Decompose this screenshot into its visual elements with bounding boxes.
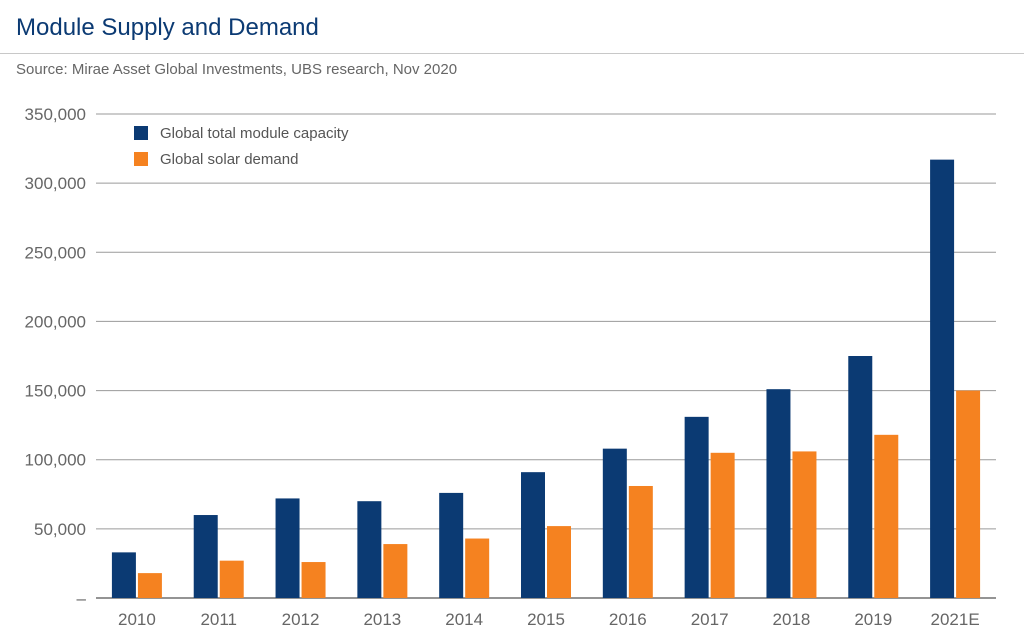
bar-capacity (848, 356, 873, 598)
x-tick-label: 2021E (931, 610, 980, 629)
bar-capacity (439, 492, 464, 598)
chart-source: Source: Mirae Asset Global Investments, … (16, 61, 458, 78)
x-tick-label: 2017 (691, 610, 729, 629)
y-tick-label: 200,000 (25, 312, 86, 331)
title-divider (0, 53, 1024, 54)
bar-capacity (766, 389, 791, 598)
chart-title: Module Supply and Demand (16, 14, 319, 41)
bars (111, 159, 981, 599)
bar-demand (547, 526, 571, 598)
legend: Global total module capacity Global solar… (134, 125, 349, 168)
legend-label: Global solar demand (160, 151, 298, 168)
x-tick-label: 2015 (527, 610, 565, 629)
bar-demand (710, 452, 735, 598)
bar-capacity (521, 472, 545, 598)
y-tick-label: – (77, 589, 87, 608)
y-tick-label: 300,000 (25, 174, 86, 193)
y-tick-label: 50,000 (34, 520, 86, 539)
x-tick-label: 2018 (773, 610, 811, 629)
x-tick-label: 2011 (200, 610, 237, 629)
bar-demand (219, 560, 244, 598)
bar-demand (465, 538, 490, 598)
x-tick-label: 2014 (445, 610, 483, 629)
legend-label: Global total module capacity (160, 125, 349, 142)
bar-demand (956, 390, 981, 598)
bar-capacity (111, 552, 136, 598)
x-tick-label: 2019 (854, 610, 892, 629)
grid-lines (96, 113, 996, 599)
bar-demand (301, 562, 326, 598)
legend-swatch (134, 152, 148, 166)
bar-demand (628, 485, 653, 598)
x-tick-label: 2016 (609, 610, 647, 629)
y-tick-label: 250,000 (25, 243, 86, 262)
x-tick-label: 2012 (282, 610, 320, 629)
y-tick-label: 350,000 (25, 105, 86, 124)
bar-capacity (930, 159, 955, 599)
x-tick-label: 2013 (363, 610, 401, 629)
bar-capacity (684, 416, 709, 598)
bar-demand (383, 544, 408, 598)
x-tick-label: 2010 (118, 610, 156, 629)
y-axis-tick-labels: – 50,000 100,000 150,000 200,000 250,000 300,0… (25, 105, 87, 608)
bar-demand (792, 451, 817, 598)
bar-demand (874, 434, 899, 598)
y-tick-label: 150,000 (25, 382, 86, 401)
bar-demand (137, 573, 162, 598)
x-axis-tick-labels: 2010 2011 2012 2013 2014 2015 2016 2017 2018 2019… (118, 610, 980, 629)
bar-capacity (193, 515, 218, 598)
legend-swatch (134, 126, 148, 140)
bar-capacity (275, 498, 300, 598)
bar-capacity (357, 501, 382, 598)
y-tick-label: 100,000 (25, 451, 86, 470)
bar-capacity (602, 448, 627, 598)
